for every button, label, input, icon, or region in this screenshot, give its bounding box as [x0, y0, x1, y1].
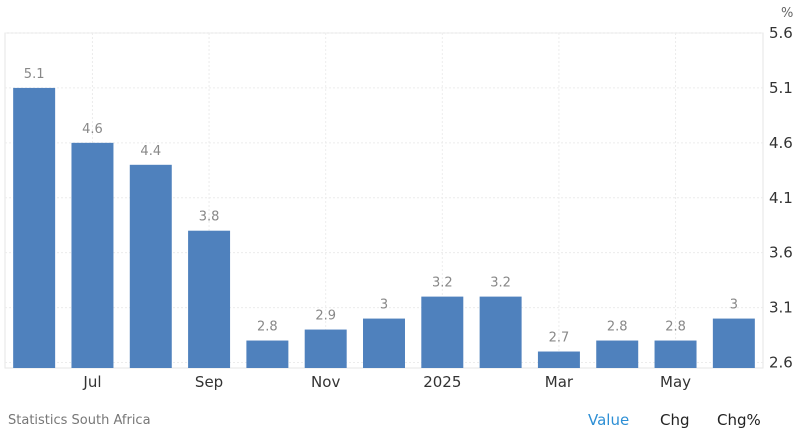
x-tick-label: Sep	[195, 373, 223, 391]
data-label: 2.9	[315, 309, 336, 324]
bar[interactable]	[363, 318, 405, 368]
y-axis: 2.6 3.1 3.6 4.1 4.6 5.1 5.6	[769, 24, 793, 372]
data-label: 2.7	[549, 331, 570, 346]
x-tick-label: May	[660, 373, 691, 391]
y-tick-label: 3.6	[769, 244, 793, 262]
y-tick-label: 5.6	[769, 24, 793, 42]
data-label: 3.2	[432, 276, 453, 291]
data-label: 2.8	[665, 320, 686, 335]
data-labels: 5.1 4.6 4.4 3.8 2.8 2.9 3 3.2 3.2 2.7 2.8 2.8 3	[24, 67, 738, 346]
x-tick-label: Nov	[311, 373, 340, 391]
tab-chg-percent[interactable]: Chg%	[717, 411, 761, 429]
data-label: 2.8	[607, 320, 628, 335]
bar[interactable]	[596, 340, 639, 368]
unit-label: %	[781, 6, 793, 21]
bar[interactable]	[13, 87, 56, 368]
bar[interactable]	[712, 318, 755, 368]
x-tick-label: Jul	[82, 373, 101, 391]
y-tick-label: 4.6	[769, 134, 793, 152]
bar[interactable]	[304, 329, 347, 368]
bar[interactable]	[188, 230, 231, 368]
tab-value[interactable]: Value	[588, 411, 630, 429]
bar[interactable]	[654, 340, 697, 368]
x-tick-label: 2025	[423, 373, 461, 391]
bars	[13, 87, 755, 368]
data-label: 3	[730, 298, 738, 313]
data-label: 3.8	[199, 210, 220, 225]
grid	[4, 32, 764, 369]
data-label: 5.1	[24, 67, 45, 82]
y-tick-label: 5.1	[769, 79, 793, 97]
x-axis: Jul Sep Nov 2025 Mar May	[82, 373, 691, 391]
bar[interactable]	[71, 142, 114, 368]
view-tabs: Value Chg Chg%	[0, 411, 800, 433]
data-label: 4.6	[82, 122, 103, 137]
bar[interactable]	[129, 164, 172, 368]
source-label: Statistics South Africa	[8, 413, 151, 428]
y-tick-label: 4.1	[769, 189, 793, 207]
data-label: 3	[380, 298, 388, 313]
bar[interactable]	[537, 351, 580, 368]
y-tick-label: 3.1	[769, 299, 793, 317]
tab-chg[interactable]: Chg	[660, 411, 690, 429]
data-label: 2.8	[257, 320, 278, 335]
plot-frame	[4, 32, 764, 369]
y-tick-label: 2.6	[769, 354, 793, 372]
data-label: 4.4	[140, 144, 161, 159]
bar-chart: 5.1 4.6 4.4 3.8 2.8 2.9 3 3.2 3.2 2.7 2.8 2.8 3 2.6 3…	[4, 6, 793, 391]
bar[interactable]	[479, 296, 522, 368]
x-tick-label: Mar	[545, 373, 574, 391]
bar[interactable]	[246, 340, 289, 368]
bar[interactable]	[421, 296, 464, 368]
data-label: 3.2	[490, 276, 511, 291]
